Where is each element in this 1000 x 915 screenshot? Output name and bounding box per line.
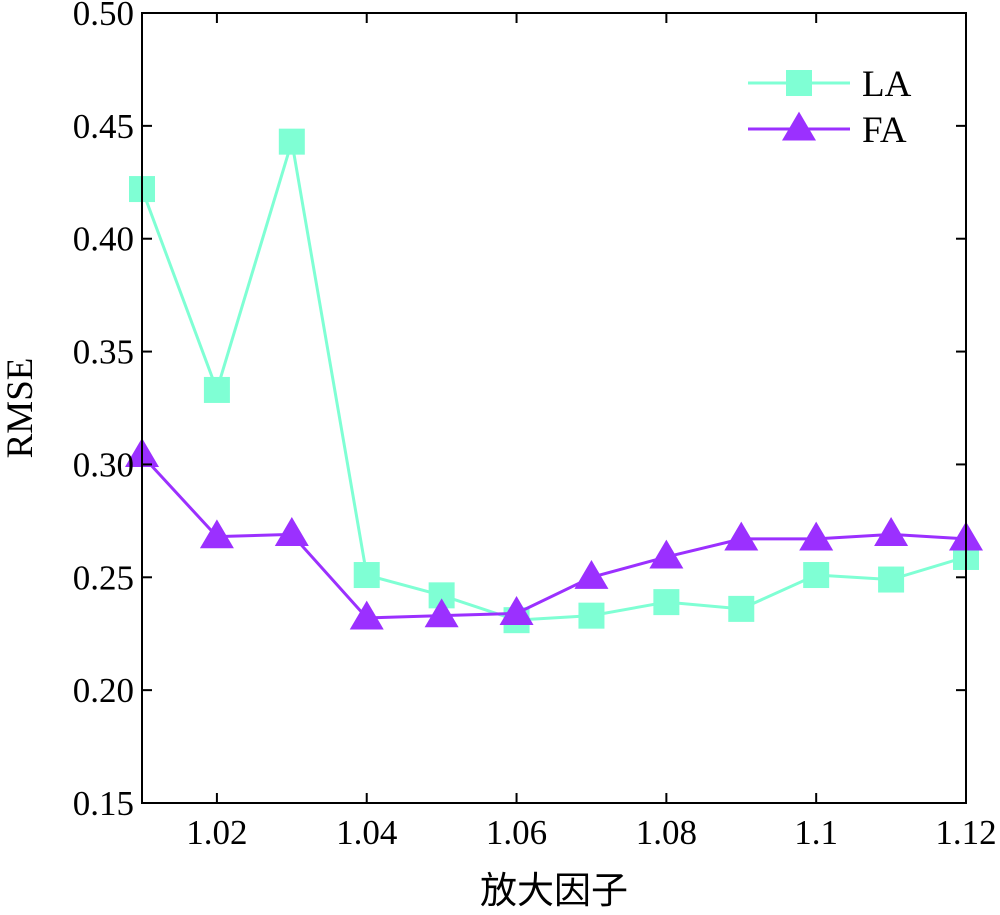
y-tick-label: 0.20 (73, 671, 134, 710)
data-point-la (728, 595, 755, 622)
y-tick-label: 0.40 (73, 220, 134, 259)
data-point-fa (199, 519, 234, 549)
data-point-fa (724, 521, 759, 551)
data-point-fa (499, 596, 534, 625)
legend-item-fa: FA (748, 110, 907, 151)
legend-item-la: LA (748, 64, 912, 105)
y-tick-label: 0.45 (73, 107, 134, 146)
plot-frame (141, 12, 967, 804)
legend-marker-fa (782, 111, 816, 141)
series-fa (125, 438, 983, 630)
data-point-la (803, 562, 830, 589)
data-point-fa (349, 600, 384, 630)
y-tick-label: 0.30 (73, 445, 134, 484)
data-point-fa (274, 517, 309, 546)
x-tick-label: 1.04 (336, 813, 397, 852)
data-point-la (353, 562, 380, 589)
y-tick-label: 0.25 (73, 558, 134, 597)
x-tick-label: 1.1 (794, 813, 838, 852)
x-tick-label: 1.08 (636, 813, 697, 852)
legend: LA FA (748, 64, 912, 151)
x-tick-label: 1.12 (935, 813, 996, 852)
y-tick-label: 0.35 (73, 333, 134, 372)
data-point-fa (424, 598, 459, 628)
data-point-fa (799, 521, 834, 551)
data-point-fa (649, 539, 684, 569)
y-axis-label: RMSE (0, 358, 41, 459)
legend-label-la: LA (862, 64, 912, 105)
data-point-la (203, 376, 230, 403)
y-tick-label: 0.15 (73, 784, 134, 823)
series-la (129, 128, 979, 634)
data-point-la (278, 128, 305, 155)
data-point-la (653, 589, 680, 616)
data-point-fa (574, 559, 609, 589)
x-axis-label: 放大因子 (480, 870, 628, 912)
x-tick-label: 1.06 (486, 813, 547, 852)
legend-marker-la (786, 70, 812, 96)
series-line-la (140, 141, 967, 622)
data-point-la (878, 566, 905, 593)
data-point-fa (874, 517, 909, 546)
axis-ticks: 0.15 0.20 0.25 0.30 0.35 0.40 0.45 0.50 1.02 1.04… (73, 0, 997, 852)
y-tick-label: 0.50 (73, 0, 134, 33)
series-line-fa (140, 454, 967, 620)
legend-label-fa: FA (862, 110, 907, 151)
x-tick-label: 1.02 (186, 813, 247, 852)
data-point-la (578, 602, 605, 629)
plot-content (125, 128, 983, 634)
